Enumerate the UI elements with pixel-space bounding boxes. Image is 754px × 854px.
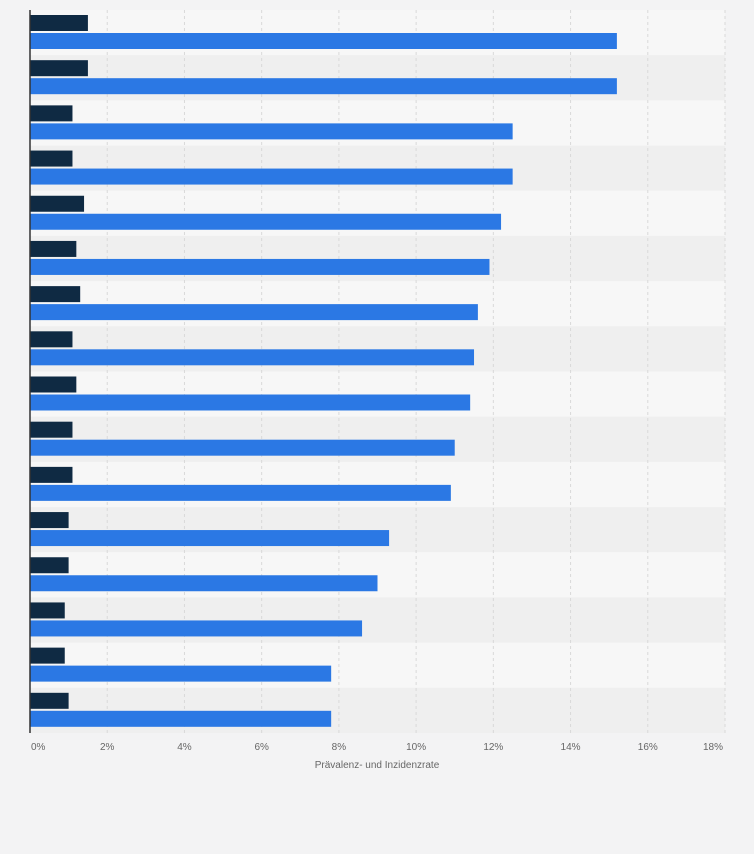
- bar-series-2: [30, 349, 475, 366]
- bar-series-1: [30, 15, 88, 31]
- bar-series-1: [30, 376, 77, 393]
- x-tick-label: 2%: [100, 742, 115, 753]
- bar-series-1: [30, 150, 73, 167]
- bar-series-1: [30, 557, 69, 574]
- bar-series-1: [30, 512, 69, 529]
- bar-series-1: [30, 286, 81, 303]
- bar-series-1: [30, 195, 85, 212]
- bar-series-2: [30, 78, 617, 95]
- bar-series-2: [30, 123, 513, 140]
- bar-series-2: [30, 394, 471, 411]
- x-tick-label: 16%: [638, 742, 658, 753]
- bar-series-1: [30, 421, 73, 438]
- bar-series-2: [30, 168, 513, 185]
- x-tick-labels: 0% 2% 4% 6% 8% 10% 12% 14% 16% 18%: [31, 742, 723, 753]
- bar-series-1: [30, 602, 65, 619]
- bar-series-2: [30, 213, 502, 230]
- bar-series-2: [30, 665, 332, 682]
- bar-series-1: [30, 466, 73, 483]
- bar-series-2: [30, 304, 478, 321]
- bar-series-1: [30, 692, 69, 709]
- bar-series-1: [30, 331, 73, 348]
- x-tick-label: 18%: [703, 742, 723, 753]
- bars: [30, 15, 617, 727]
- bar-series-2: [30, 710, 332, 727]
- x-tick-label: 14%: [561, 742, 581, 753]
- bar-series-2: [30, 484, 451, 501]
- bar-series-2: [30, 575, 378, 592]
- bar-series-1: [30, 105, 73, 122]
- bar-series-2: [30, 530, 390, 547]
- x-tick-label: 4%: [177, 742, 192, 753]
- bar-series-2: [30, 439, 455, 456]
- x-tick-label: 8%: [332, 742, 347, 753]
- x-tick-label: 6%: [254, 742, 269, 753]
- bar-series-2: [30, 258, 490, 275]
- bar-series-2: [30, 620, 363, 637]
- bar-series-1: [30, 60, 88, 77]
- bar-series-1: [30, 647, 65, 664]
- x-tick-label: 0%: [31, 742, 46, 753]
- bar-series-1: [30, 240, 77, 257]
- x-axis-label: Prävalenz- und Inzidenzrate: [315, 760, 440, 771]
- bar-series-2: [30, 33, 617, 49]
- x-tick-label: 10%: [406, 742, 426, 753]
- x-tick-label: 12%: [483, 742, 503, 753]
